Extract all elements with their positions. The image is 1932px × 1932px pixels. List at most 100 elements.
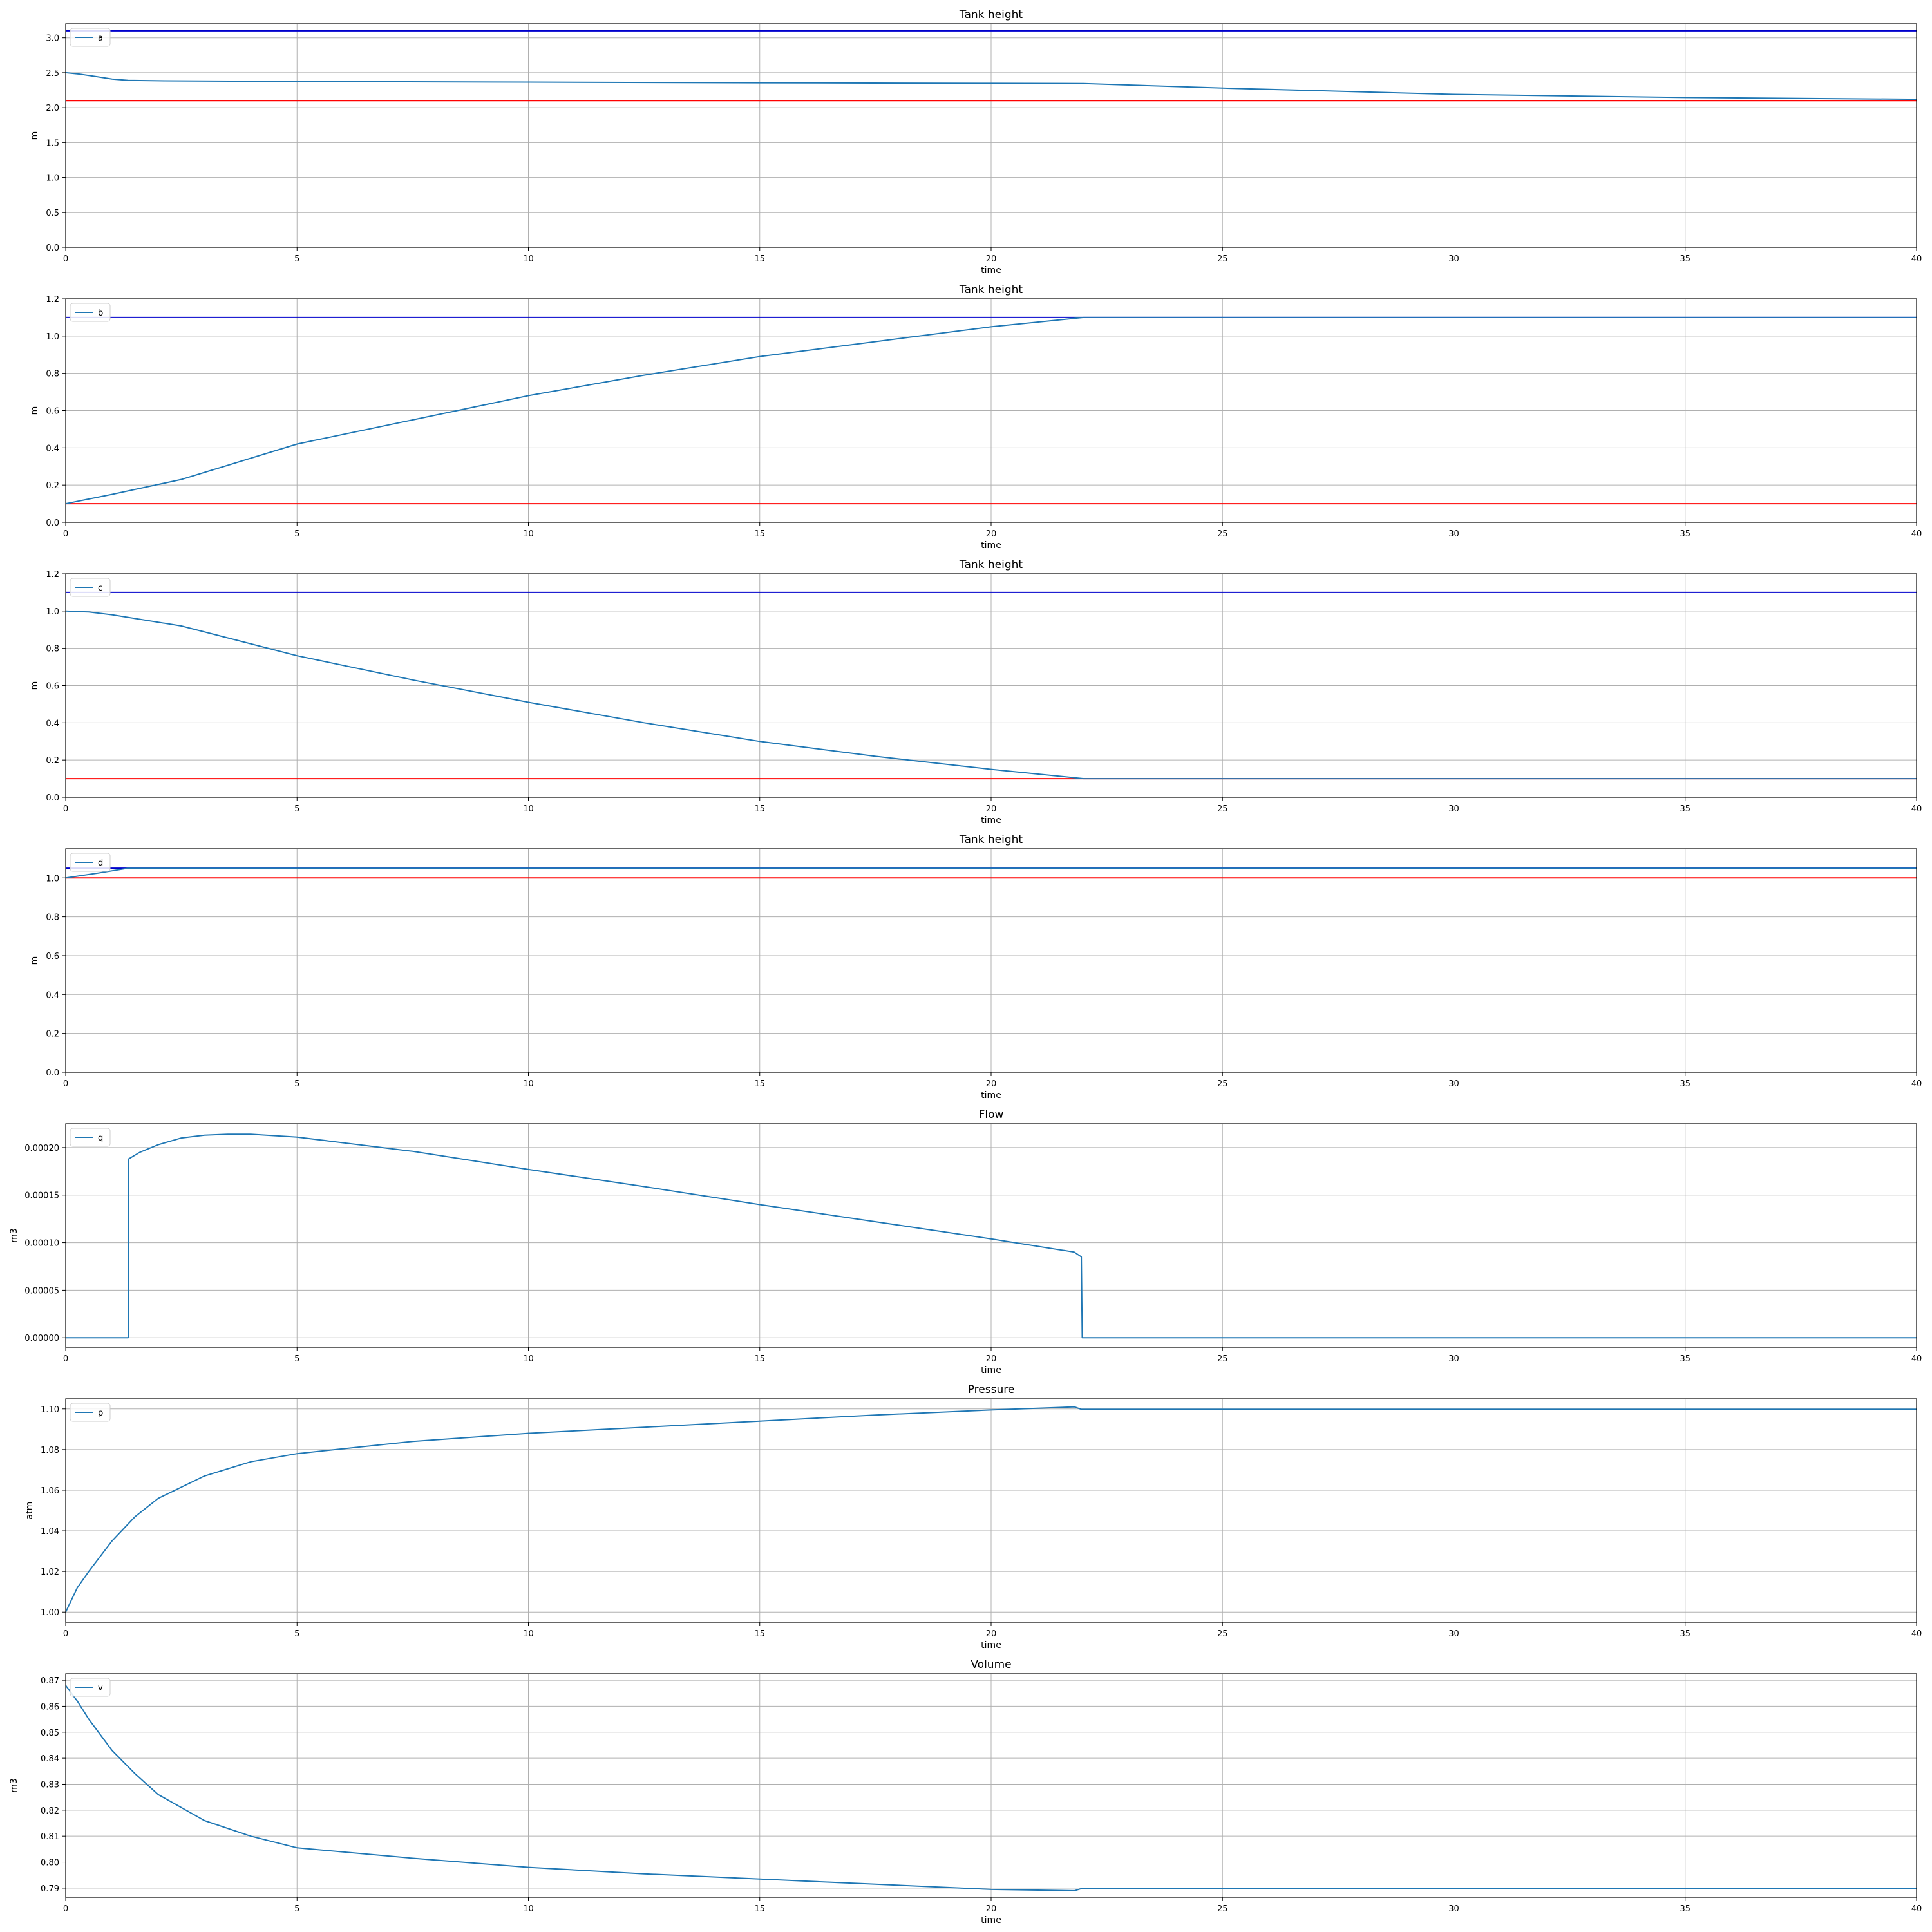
x-tick-label: 25 bbox=[1217, 804, 1228, 814]
subplot-3: 0 5 10 15 20 25 30 35 40 0.0 0.2 0.4 0.6 0.8 1.0 1.2 Tan… bbox=[30, 558, 1922, 826]
x-tick-label: 40 bbox=[1911, 1079, 1922, 1089]
x-tick-label: 20 bbox=[986, 1629, 997, 1639]
x-tick-label: 15 bbox=[754, 804, 765, 814]
y-tick-label: 1.2 bbox=[46, 570, 59, 580]
y-tick-label: 0.85 bbox=[41, 1728, 59, 1738]
subplot-2: 0 5 10 15 20 25 30 35 40 0.0 0.2 0.4 0.6 0.8 1.0 1.2 Tan… bbox=[30, 283, 1922, 551]
x-tick-label: 30 bbox=[1448, 804, 1459, 814]
y-tick-label: 0.00015 bbox=[24, 1191, 59, 1201]
y-tick-label: 1.0 bbox=[46, 174, 59, 184]
x-axis-label: time bbox=[981, 265, 1001, 276]
x-tick-label: 40 bbox=[1911, 1629, 1922, 1639]
x-tick-label: 15 bbox=[754, 1354, 765, 1364]
x-tick-label: 30 bbox=[1448, 1904, 1459, 1914]
x-tick-label: 20 bbox=[986, 529, 997, 539]
x-tick-label: 40 bbox=[1911, 529, 1922, 539]
y-tick-label: 0.5 bbox=[46, 209, 59, 218]
y-tick-label: 1.02 bbox=[41, 1567, 59, 1577]
subplot-6: 0 5 10 15 20 25 30 35 40 1.00 1.02 1.04 1.06 1.08 1.10… bbox=[24, 1383, 1922, 1651]
x-tick-label: 30 bbox=[1448, 1354, 1459, 1364]
y-tick-label: 0.84 bbox=[41, 1754, 59, 1764]
x-tick-label: 40 bbox=[1911, 1354, 1922, 1364]
x-tick-label: 30 bbox=[1448, 1079, 1459, 1089]
x-axis-label: time bbox=[981, 1640, 1001, 1651]
y-tick-label: 0.6 bbox=[46, 682, 59, 692]
x-axis-label: time bbox=[981, 1915, 1001, 1926]
legend: a bbox=[70, 28, 111, 47]
chart-title: Tank height bbox=[959, 283, 1023, 296]
legend-label: a bbox=[98, 33, 103, 43]
y-tick-label: 1.06 bbox=[41, 1486, 59, 1496]
series-line-c bbox=[65, 610, 1917, 780]
x-tick-label: 10 bbox=[523, 804, 534, 814]
y-tick-label: 1.5 bbox=[46, 138, 59, 148]
legend-label: q bbox=[98, 1133, 103, 1143]
x-tick-label: 20 bbox=[986, 254, 997, 264]
legend: q bbox=[70, 1128, 111, 1147]
x-tick-label: 10 bbox=[523, 1354, 534, 1364]
x-tick-label: 10 bbox=[523, 254, 534, 264]
y-axis-label: m3 bbox=[9, 1778, 19, 1793]
y-tick-label: 0.4 bbox=[46, 444, 59, 453]
x-tick-label: 30 bbox=[1448, 254, 1459, 264]
y-tick-label: 0.4 bbox=[46, 719, 59, 728]
chart-title: Volume bbox=[971, 1658, 1011, 1671]
y-tick-label: 1.00 bbox=[41, 1608, 59, 1618]
chart-title: Flow bbox=[979, 1108, 1004, 1121]
y-tick-label: 0.6 bbox=[46, 407, 59, 417]
x-tick-label: 20 bbox=[986, 804, 997, 814]
x-tick-label: 35 bbox=[1680, 1904, 1690, 1914]
x-tick-label: 35 bbox=[1680, 529, 1690, 539]
y-tick-label: 0.00000 bbox=[24, 1334, 59, 1343]
x-tick-label: 35 bbox=[1680, 1354, 1690, 1364]
y-tick-label: 0.8 bbox=[46, 645, 59, 654]
x-tick-label: 5 bbox=[294, 1904, 299, 1914]
x-tick-label: 0 bbox=[63, 1079, 68, 1089]
y-tick-label: 0.2 bbox=[46, 1030, 59, 1039]
x-axis-label: time bbox=[981, 540, 1001, 551]
x-tick-label: 30 bbox=[1448, 1629, 1459, 1639]
y-tick-label: 0.0 bbox=[46, 793, 59, 803]
x-axis-label: time bbox=[981, 815, 1001, 826]
y-tick-label: 1.08 bbox=[41, 1446, 59, 1455]
x-tick-label: 0 bbox=[63, 1354, 68, 1364]
y-axis-label: m bbox=[30, 956, 40, 965]
y-tick-label: 0.83 bbox=[41, 1780, 59, 1790]
legend-label: c bbox=[98, 583, 102, 593]
x-axis-label: time bbox=[981, 1365, 1001, 1376]
y-tick-label: 3.0 bbox=[46, 34, 59, 44]
y-axis-label: m bbox=[30, 406, 40, 415]
chart-title: Pressure bbox=[968, 1383, 1015, 1396]
y-tick-label: 0.0 bbox=[46, 1068, 59, 1078]
x-tick-label: 40 bbox=[1911, 804, 1922, 814]
legend-label: d bbox=[98, 858, 103, 868]
x-tick-label: 0 bbox=[63, 1904, 68, 1914]
y-tick-label: 0.2 bbox=[46, 756, 59, 766]
x-tick-label: 15 bbox=[754, 1629, 765, 1639]
x-tick-label: 10 bbox=[523, 1904, 534, 1914]
y-tick-label: 1.0 bbox=[46, 874, 59, 884]
x-tick-label: 15 bbox=[754, 529, 765, 539]
y-tick-label: 1.2 bbox=[46, 295, 59, 305]
y-axis-label: m bbox=[30, 131, 40, 140]
x-tick-label: 5 bbox=[294, 804, 299, 814]
x-axis-label: time bbox=[981, 1090, 1001, 1101]
y-tick-label: 0.81 bbox=[41, 1832, 59, 1842]
x-tick-label: 15 bbox=[754, 1904, 765, 1914]
y-tick-label: 0.0 bbox=[46, 518, 59, 528]
y-tick-label: 0.00020 bbox=[24, 1144, 59, 1153]
x-tick-label: 5 bbox=[294, 254, 299, 264]
x-tick-label: 5 bbox=[294, 1079, 299, 1089]
x-tick-label: 0 bbox=[63, 529, 68, 539]
y-tick-label: 0.82 bbox=[41, 1806, 59, 1816]
y-tick-label: 0.80 bbox=[41, 1859, 59, 1868]
y-tick-label: 1.04 bbox=[41, 1527, 59, 1537]
y-axis-label: m bbox=[30, 681, 40, 690]
y-tick-label: 0.00005 bbox=[24, 1286, 59, 1296]
y-tick-label: 2.0 bbox=[46, 104, 59, 113]
x-tick-label: 20 bbox=[986, 1904, 997, 1914]
y-tick-label: 0.2 bbox=[46, 481, 59, 491]
x-tick-label: 10 bbox=[523, 1629, 534, 1639]
y-tick-label: 0.4 bbox=[46, 990, 59, 1000]
